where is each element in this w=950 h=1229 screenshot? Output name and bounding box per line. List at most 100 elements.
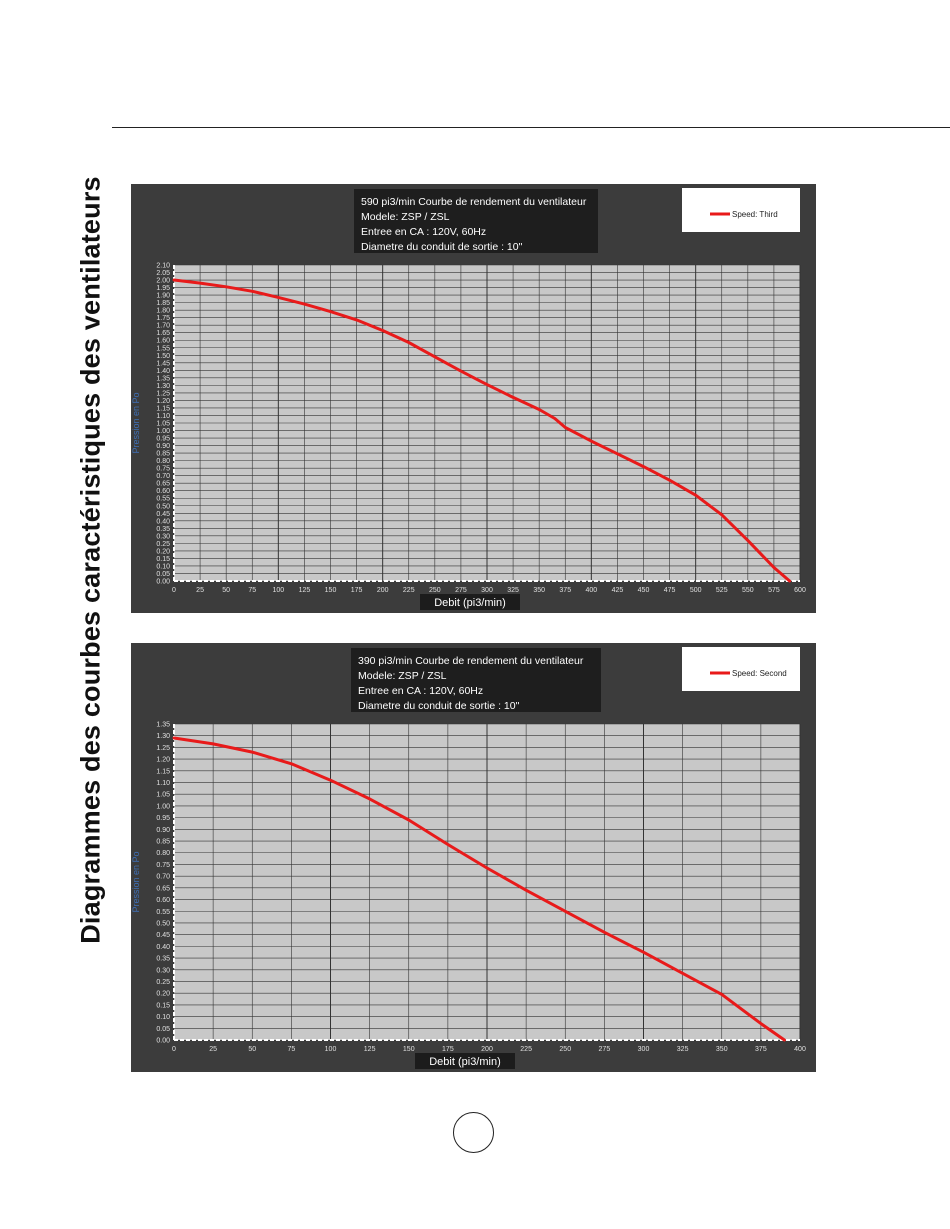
y-tick-label: 0.20 [156,991,170,998]
x-tick-label: 225 [520,1046,532,1053]
x-tick-label: 350 [716,1046,728,1053]
chart-info-line: Diametre du conduit de sortie : 10" [361,241,523,253]
y-tick-label: 0.80 [156,458,170,465]
y-tick-label: 1.60 [156,338,170,345]
y-tick-label: 0.60 [156,488,170,495]
x-tick-label: 100 [325,1046,337,1053]
y-tick-label: 1.15 [156,405,170,412]
y-tick-label: 0.15 [156,556,170,563]
y-tick-label: 1.45 [156,360,170,367]
chart-info-line: 590 pi3/min Courbe de rendement du venti… [361,196,587,208]
chart-info-line: 390 pi3/min Courbe de rendement du venti… [358,655,584,667]
y-tick-label: 0.90 [156,827,170,834]
y-tick-label: 1.05 [156,792,170,799]
x-tick-label: 25 [196,587,204,594]
y-tick-label: 0.80 [156,850,170,857]
tick-labels: 0 25 50 75 100 125 150 175 200 225 250 275 300 325 350… [156,722,806,1054]
y-tick-label: 1.90 [156,293,170,300]
y-tick-label: 1.65 [156,330,170,337]
y-tick-label: 0.00 [156,1038,170,1045]
y-tick-label: 0.65 [156,481,170,488]
x-tick-label: 50 [248,1046,256,1053]
y-tick-label: 2.05 [156,270,170,277]
series-line [172,278,792,583]
x-tick-label: 450 [638,587,650,594]
y-tick-label: 0.55 [156,496,170,503]
x-tick-label: 125 [364,1046,376,1053]
x-tick-label: 375 [755,1046,767,1053]
y-tick-label: 1.75 [156,315,170,322]
page-number-circle [453,1112,494,1153]
y-tick-label: 0.45 [156,932,170,939]
x-tick-label: 275 [599,1046,611,1053]
y-tick-label: 0.70 [156,473,170,480]
x-axis-label: Debit (pi3/min) [429,1056,501,1068]
y-tick-label: 0.65 [156,885,170,892]
x-tick-label: 600 [794,587,806,594]
y-tick-label: 0.85 [156,451,170,458]
x-tick-label: 400 [794,1046,806,1053]
y-tick-label: 0.05 [156,571,170,578]
y-tick-label: 0.05 [156,1026,170,1033]
chart-info-box [354,189,598,253]
y-tick-label: 1.10 [156,413,170,420]
grid [174,264,801,581]
chart-info-line: Entree en CA : 120V, 60Hz [361,226,486,238]
y-tick-label: 0.45 [156,511,170,518]
y-tick-label: 0.50 [156,920,170,927]
y-tick-label: 1.30 [156,733,170,740]
y-axis-label: Pression en Po [131,851,141,912]
y-tick-label: 1.05 [156,421,170,428]
y-axis-label: Pression en Po [131,392,141,453]
x-tick-label: 475 [664,587,676,594]
x-axis-label: Debit (pi3/min) [434,597,506,609]
fan-curve-chart-third: 0 25 50 75 100 125 150 175 200 225 250 275 300 325 350… [131,184,816,613]
y-tick-label: 0.30 [156,533,170,540]
y-tick-label: 0.90 [156,443,170,450]
y-tick-label: 1.00 [156,803,170,810]
chart-svg: 0 25 50 75 100 125 150 175 200 225 250 275 300 325 350… [131,184,816,613]
x-tick-label: 75 [287,1046,295,1053]
x-tick-label: 250 [559,1046,571,1053]
x-tick-label: 300 [481,587,493,594]
x-tick-label: 125 [299,587,311,594]
y-tick-label: 0.25 [156,541,170,548]
y-tick-label: 1.70 [156,323,170,330]
y-tick-label: 1.20 [156,757,170,764]
x-tick-label: 500 [690,587,702,594]
y-tick-label: 1.35 [156,375,170,382]
x-tick-label: 525 [716,587,728,594]
y-tick-label: 1.10 [156,780,170,787]
y-tick-label: 1.20 [156,398,170,405]
tick-labels: 0 25 50 75 100 125 150 175 200 225 250 275 300 325 350… [156,263,806,595]
y-tick-label: 0.15 [156,1002,170,1009]
x-axis-label-box [420,594,520,610]
x-tick-label: 575 [768,587,780,594]
x-tick-label: 200 [377,587,389,594]
legend-label: Speed: Second [732,669,787,678]
chart-info-line: Entree en CA : 120V, 60Hz [358,685,483,697]
chart-info-line: Modele: ZSP / ZSL [358,670,447,682]
legend-label: Speed: Third [732,210,778,219]
x-tick-label: 150 [403,1046,415,1053]
fan-curve-chart-second: 0 25 50 75 100 125 150 175 200 225 250 275 300 325 350… [131,643,816,1072]
y-tick-label: 0.50 [156,503,170,510]
y-tick-label: 0.95 [156,436,170,443]
x-axis-label-box [415,1053,515,1069]
y-tick-label: 2.10 [156,263,170,270]
legend-box [682,647,800,691]
x-tick-label: 325 [677,1046,689,1053]
x-tick-label: 275 [455,587,467,594]
y-tick-label: 1.25 [156,390,170,397]
y-tick-label: 1.35 [156,722,170,729]
chart-svg: 0 25 50 75 100 125 150 175 200 225 250 275 300 325 350… [131,643,816,1072]
y-tick-label: 0.75 [156,862,170,869]
chart-info-box [351,648,601,712]
y-tick-label: 0.20 [156,548,170,555]
y-tick-label: 1.40 [156,368,170,375]
x-tick-label: 0 [172,587,176,594]
grid [174,723,801,1040]
series-line [172,736,786,1042]
x-tick-label: 400 [585,587,597,594]
y-tick-label: 0.85 [156,839,170,846]
